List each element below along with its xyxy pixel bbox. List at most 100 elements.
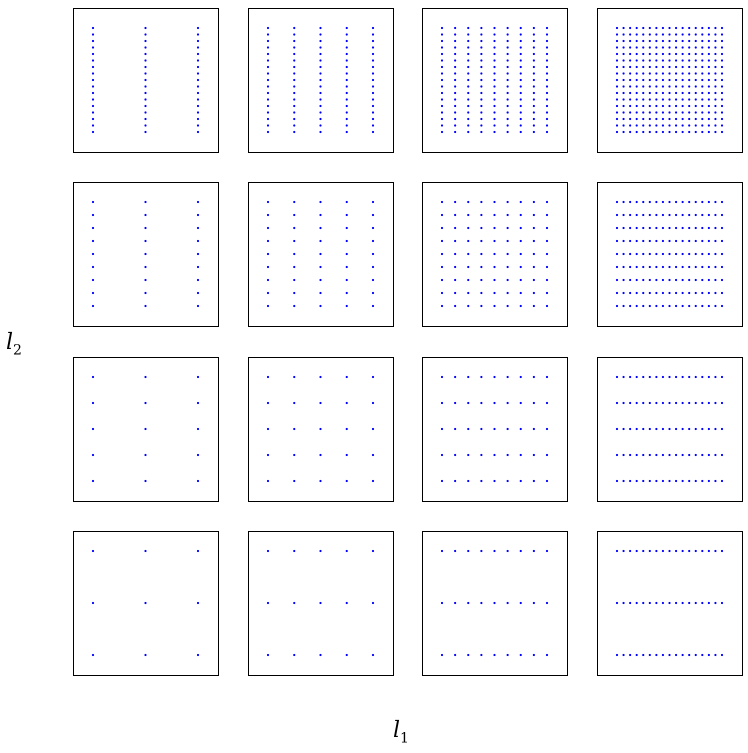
- grid-point: [480, 453, 483, 457]
- grid-point: [91, 52, 95, 56]
- grid-point: [707, 104, 710, 108]
- grid-point: [714, 91, 717, 95]
- grid-point: [91, 200, 95, 204]
- grid-point: [674, 117, 678, 121]
- grid-point: [681, 130, 684, 134]
- grid-point: [440, 226, 444, 230]
- grid-point: [545, 601, 549, 605]
- grid-point: [720, 265, 724, 269]
- grid-point: [668, 46, 671, 49]
- grid-point: [720, 52, 724, 56]
- grid-point: [371, 59, 375, 62]
- grid-point: [674, 78, 678, 82]
- grid-point: [648, 200, 651, 204]
- grid-point: [701, 401, 704, 405]
- grid-point: [622, 91, 625, 95]
- grid-point: [642, 375, 645, 379]
- grid-point: [694, 453, 697, 457]
- grid-point: [622, 117, 625, 121]
- grid-point: [655, 117, 658, 121]
- grid-point: [648, 291, 651, 295]
- grid-point: [196, 653, 200, 657]
- grid-point: [545, 239, 549, 243]
- grid-point: [480, 375, 483, 379]
- grid-point: [707, 130, 710, 134]
- grid-point: [720, 98, 724, 101]
- grid-panel: [597, 357, 743, 502]
- grid-point: [506, 111, 509, 114]
- grid-point: [655, 130, 658, 134]
- grid-point: [701, 291, 704, 295]
- grid-point: [681, 85, 684, 88]
- grid-point: [506, 375, 509, 379]
- grid-point: [668, 124, 671, 127]
- grid-point: [668, 375, 671, 379]
- grid-point: [629, 252, 632, 256]
- grid-point: [642, 427, 645, 431]
- grid-point: [648, 98, 651, 101]
- grid-point: [506, 252, 509, 256]
- grid-point: [694, 65, 697, 69]
- grid-point: [642, 291, 645, 295]
- grid-point: [371, 111, 375, 114]
- grid-point: [480, 33, 483, 36]
- grid-point: [532, 91, 535, 95]
- grid-point: [674, 85, 678, 88]
- grid-point: [532, 39, 535, 43]
- grid-point: [720, 26, 724, 30]
- grid-point: [519, 124, 522, 127]
- grid-point: [648, 72, 651, 75]
- grid-point: [694, 479, 697, 483]
- grid-point: [493, 653, 496, 657]
- grid-point: [144, 33, 147, 36]
- grid-point: [622, 427, 625, 431]
- grid-point: [629, 117, 632, 121]
- grid-point: [144, 85, 147, 88]
- grid-point: [629, 278, 632, 282]
- grid-point: [545, 39, 549, 43]
- grid-point: [196, 91, 200, 95]
- grid-point: [480, 200, 483, 204]
- grid-point: [345, 46, 348, 49]
- grid-point: [293, 117, 296, 121]
- grid-point: [545, 401, 549, 405]
- grid-point: [519, 291, 522, 295]
- grid-point: [635, 375, 638, 379]
- grid-point: [615, 226, 619, 230]
- grid-point: [688, 98, 691, 101]
- grid-point: [506, 213, 509, 217]
- grid-point: [196, 46, 200, 49]
- grid-point: [668, 98, 671, 101]
- grid-point: [701, 226, 704, 230]
- grid-point: [493, 427, 496, 431]
- grid-point: [701, 549, 704, 553]
- grid-point: [345, 117, 348, 121]
- grid-point: [266, 85, 270, 88]
- grid-point: [454, 98, 457, 101]
- grid-point: [493, 39, 496, 43]
- grid-point: [91, 265, 95, 269]
- grid-point: [319, 46, 322, 49]
- grid-point: [144, 46, 147, 49]
- grid-point: [622, 252, 625, 256]
- grid-point: [91, 213, 95, 217]
- grid-point: [701, 39, 704, 43]
- grid-point: [720, 59, 724, 62]
- grid-point: [91, 39, 95, 43]
- grid-point: [371, 401, 375, 405]
- grid-point: [655, 39, 658, 43]
- grid-point: [622, 104, 625, 108]
- grid-point: [345, 91, 348, 95]
- grid-point: [701, 111, 704, 114]
- grid-point: [629, 59, 632, 62]
- grid-point: [545, 85, 549, 88]
- grid-point: [661, 278, 665, 282]
- grid-point: [545, 117, 549, 121]
- grid-point: [454, 291, 457, 295]
- grid-point: [655, 549, 658, 553]
- grid-point: [480, 98, 483, 101]
- grid-point: [480, 78, 483, 82]
- grid-point: [635, 601, 638, 605]
- grid-point: [642, 239, 645, 243]
- grid-point: [615, 213, 619, 217]
